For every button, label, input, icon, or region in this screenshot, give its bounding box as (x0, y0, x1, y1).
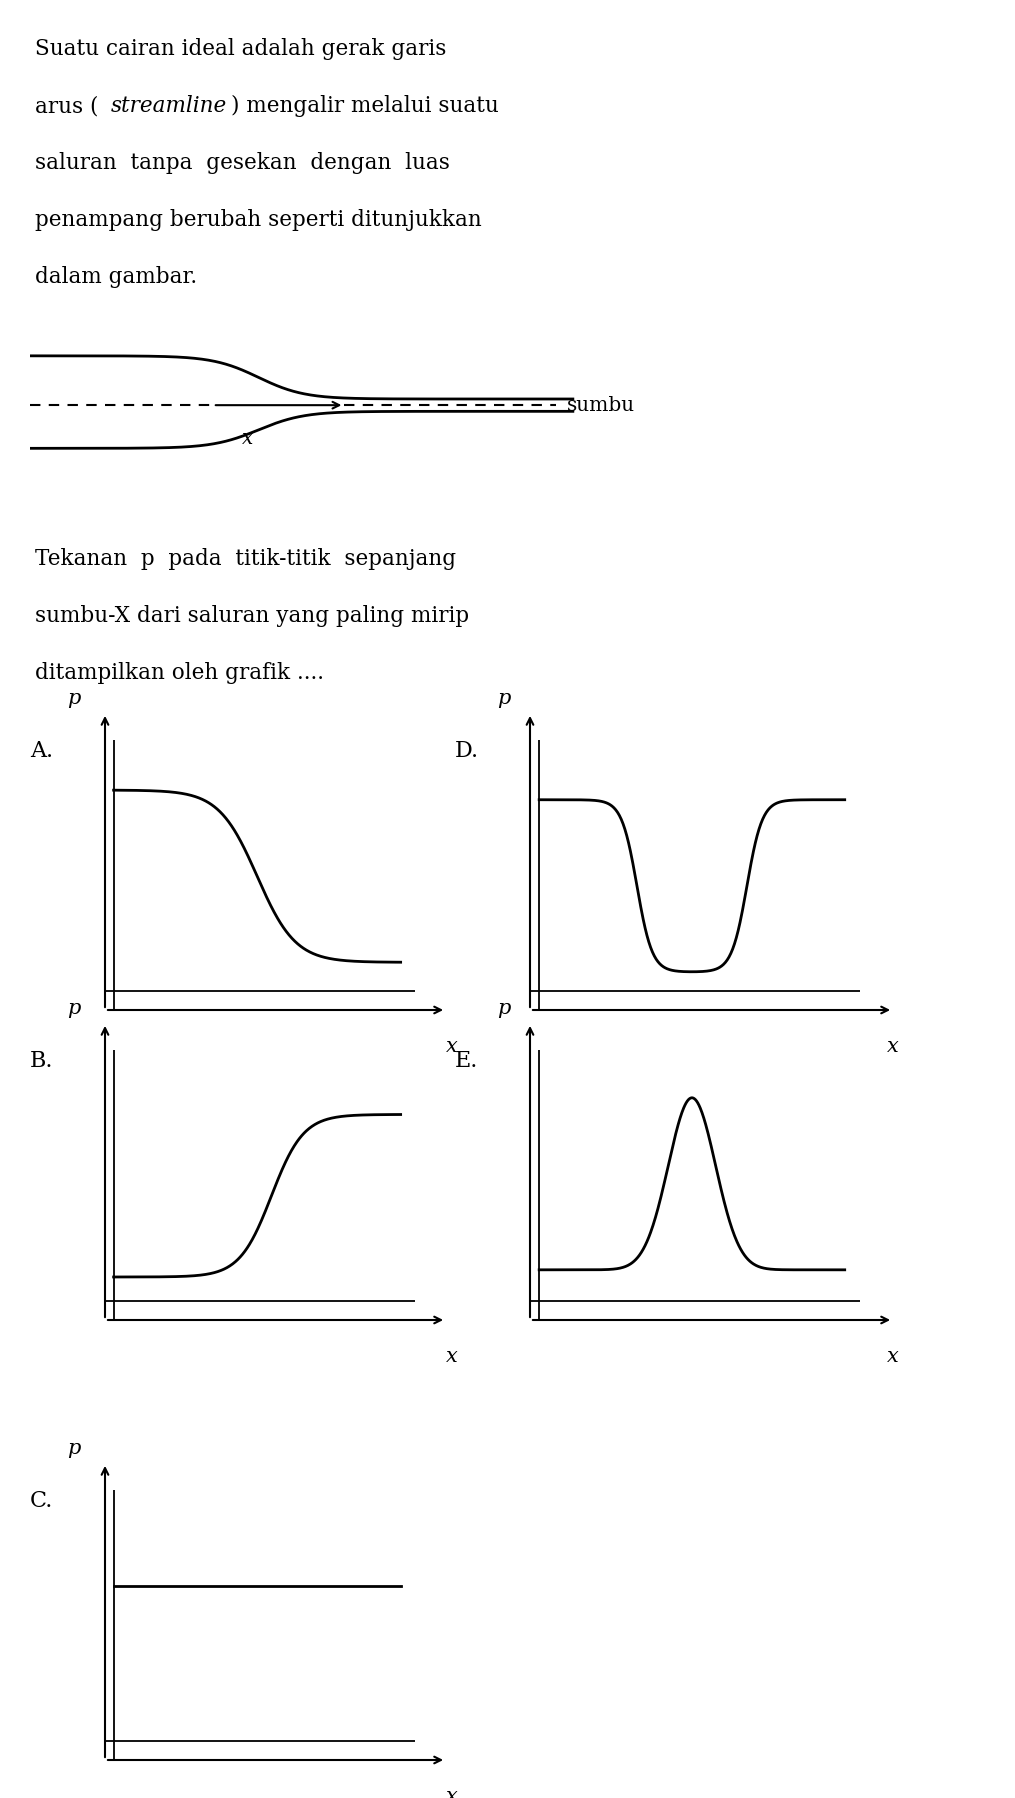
Text: x: x (242, 428, 253, 448)
Text: arus (: arus ( (35, 95, 98, 117)
Text: streamline: streamline (111, 95, 227, 117)
Text: B.: B. (30, 1050, 54, 1072)
Text: Suatu cairan ideal adalah gerak garis: Suatu cairan ideal adalah gerak garis (35, 38, 447, 59)
Text: x: x (447, 1037, 458, 1055)
Text: x: x (887, 1037, 899, 1055)
Text: x: x (887, 1347, 899, 1366)
Text: p: p (67, 689, 80, 708)
Text: saluran  tanpa  gesekan  dengan  luas: saluran tanpa gesekan dengan luas (35, 153, 450, 174)
Text: p: p (497, 998, 511, 1018)
Text: sumbu: sumbu (567, 396, 635, 415)
Text: x: x (447, 1347, 458, 1366)
Text: p: p (497, 689, 511, 708)
Text: p: p (67, 1438, 80, 1458)
Text: D.: D. (455, 741, 479, 762)
Text: ) mengalir melalui suatu: ) mengalir melalui suatu (230, 95, 498, 117)
Text: dalam gambar.: dalam gambar. (35, 266, 197, 288)
Text: p: p (67, 998, 80, 1018)
Text: C.: C. (30, 1491, 54, 1512)
Text: sumbu-X dari saluran yang paling mirip: sumbu-X dari saluran yang paling mirip (35, 604, 469, 628)
Text: penampang berubah seperti ditunjukkan: penampang berubah seperti ditunjukkan (35, 209, 482, 230)
Text: E.: E. (455, 1050, 478, 1072)
Text: x: x (447, 1787, 458, 1798)
Text: ditampilkan oleh grafik ....: ditampilkan oleh grafik .... (35, 662, 324, 683)
Text: Tekanan  p  pada  titik-titik  sepanjang: Tekanan p pada titik-titik sepanjang (35, 548, 456, 570)
Text: A.: A. (30, 741, 53, 762)
